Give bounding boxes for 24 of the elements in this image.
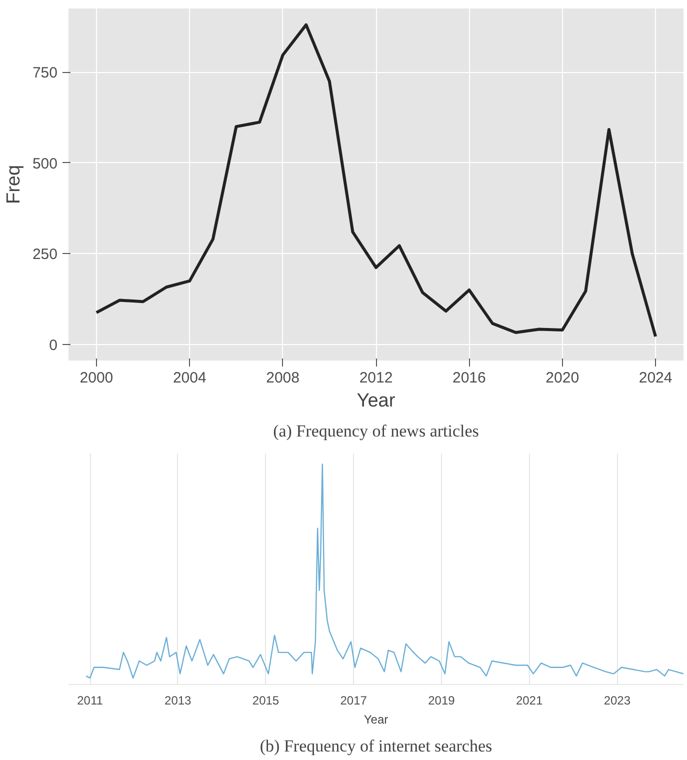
- y-tick-label: 250: [32, 246, 58, 264]
- x-tick-label: 2004: [172, 370, 206, 386]
- x-tick-label: 2017: [340, 694, 368, 708]
- x-tick-label: 2024: [638, 370, 672, 386]
- line-series: [94, 23, 658, 338]
- x-axis-title: Year: [364, 712, 388, 726]
- y-tick-label: 0: [49, 337, 58, 354]
- y-tick-label: 750: [32, 64, 58, 82]
- x-tick-label: 2016: [452, 370, 486, 386]
- text: (b) Frequency of internet searches: [260, 736, 492, 756]
- x-tick-label: 2015: [252, 694, 280, 708]
- x-tick-label: 2023: [604, 694, 631, 708]
- y-tick-label: 500: [32, 155, 58, 172]
- x-tick-label: 2019: [428, 694, 456, 708]
- x-tick-label: 2013: [164, 694, 192, 708]
- text: (a) Frequency of news articles: [273, 422, 479, 440]
- x-tick-label: 2012: [359, 370, 393, 386]
- x-tick-label: 2011: [77, 694, 104, 708]
- x-axis-title: Year: [356, 390, 396, 412]
- x-tick-label: 2000: [80, 370, 114, 386]
- x-tick-label: 2008: [266, 370, 300, 386]
- y-axis-title: Freq: [3, 164, 24, 204]
- x-tick-label: 2021: [516, 694, 543, 708]
- x-tick-label: 2020: [546, 370, 580, 386]
